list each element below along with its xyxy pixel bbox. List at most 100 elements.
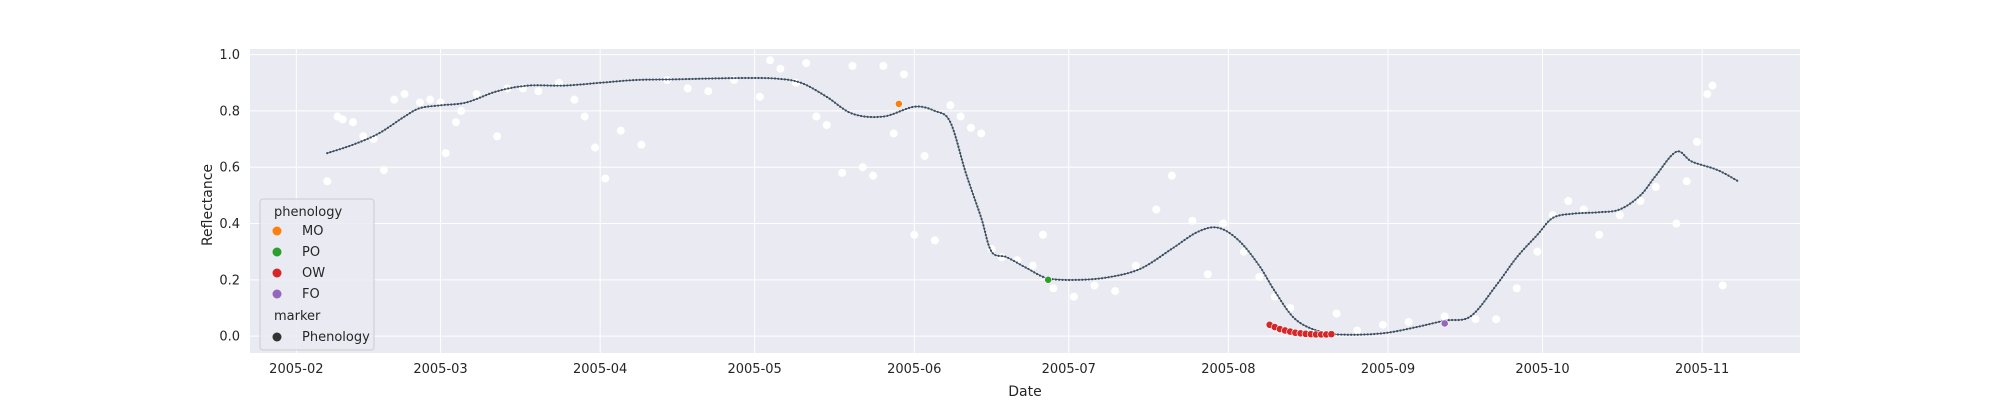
smoothed-sample-point bbox=[1261, 268, 1264, 272]
smoothed-sample-point bbox=[1210, 226, 1213, 229]
smoothed-sample-point bbox=[1024, 266, 1027, 269]
smoothed-sample-point bbox=[469, 100, 472, 103]
smoothed-sample-point bbox=[430, 105, 433, 108]
smoothed-sample-point bbox=[1497, 281, 1500, 284]
smoothed-sample-point bbox=[1629, 202, 1632, 205]
smoothed-sample-point bbox=[814, 88, 817, 92]
smoothed-sample-point bbox=[773, 77, 777, 80]
smoothed-sample-point bbox=[951, 126, 954, 129]
smoothed-sample-point bbox=[1607, 210, 1610, 213]
smoothed-sample-point bbox=[963, 167, 966, 171]
smoothed-sample-point bbox=[674, 78, 678, 81]
x-tick-label: 2005-09 bbox=[1361, 362, 1415, 377]
smoothed-sample-point bbox=[1015, 261, 1019, 264]
smoothed-sample-point bbox=[991, 252, 994, 255]
smoothed-sample-point bbox=[697, 77, 701, 80]
smoothed-sample-point bbox=[1641, 191, 1644, 195]
smoothed-sample-point bbox=[1504, 271, 1507, 274]
smoothed-sample-point bbox=[1228, 231, 1231, 235]
smoothed-sample-point bbox=[799, 81, 803, 84]
smoothed-sample-point bbox=[960, 158, 963, 161]
smoothed-sample-point bbox=[369, 136, 372, 139]
smoothed-sample-point bbox=[701, 77, 704, 80]
smoothed-sample-point bbox=[1197, 230, 1200, 233]
raw-observation-point bbox=[776, 64, 785, 73]
smoothed-sample-point bbox=[983, 227, 986, 230]
smoothed-sample-point bbox=[892, 112, 895, 115]
legend-marker-mo bbox=[272, 226, 282, 236]
smoothed-sample-point bbox=[648, 78, 651, 81]
smoothed-sample-point bbox=[1674, 150, 1677, 154]
smoothed-sample-point bbox=[1542, 225, 1546, 228]
smoothed-sample-point bbox=[1264, 274, 1267, 277]
smoothed-sample-point bbox=[970, 189, 974, 193]
smoothed-sample-point bbox=[985, 237, 988, 240]
smoothed-sample-point bbox=[661, 78, 664, 81]
smoothed-sample-point bbox=[717, 77, 720, 80]
smoothed-sample-point bbox=[1502, 273, 1506, 276]
raw-observation-point bbox=[1203, 270, 1212, 279]
smoothed-sample-point bbox=[1634, 198, 1637, 201]
raw-observation-point bbox=[493, 132, 502, 141]
raw-observation-point bbox=[766, 56, 775, 65]
smoothed-sample-point bbox=[655, 78, 658, 81]
smoothed-sample-point bbox=[1512, 260, 1515, 263]
raw-observation-point bbox=[338, 115, 347, 124]
x-tick-label: 2005-04 bbox=[573, 362, 627, 377]
smoothed-sample-point bbox=[463, 101, 466, 105]
smoothed-sample-point bbox=[335, 149, 338, 152]
y-tick-label: 1.0 bbox=[219, 48, 240, 63]
smoothed-sample-point bbox=[1084, 278, 1087, 281]
smoothed-sample-point bbox=[523, 84, 526, 88]
raw-observation-point bbox=[791, 78, 800, 87]
smoothed-sample-point bbox=[635, 78, 638, 82]
smoothed-sample-point bbox=[529, 84, 533, 87]
smoothed-sample-point bbox=[1597, 211, 1601, 214]
smoothed-sample-point bbox=[658, 78, 661, 81]
smoothed-sample-point bbox=[1120, 273, 1123, 276]
smoothed-sample-point bbox=[1147, 263, 1151, 266]
smoothed-sample-point bbox=[1077, 278, 1081, 281]
smoothed-sample-point bbox=[1081, 278, 1084, 281]
smoothed-sample-point bbox=[927, 107, 930, 110]
smoothed-sample-point bbox=[671, 78, 674, 81]
raw-observation-point bbox=[1595, 230, 1604, 239]
y-tick-label: 0.2 bbox=[219, 273, 240, 288]
raw-observation-point bbox=[390, 95, 399, 104]
smoothed-sample-point bbox=[1659, 168, 1662, 171]
smoothed-sample-point bbox=[341, 147, 345, 150]
smoothed-sample-point bbox=[400, 117, 403, 120]
smoothed-sample-point bbox=[1299, 322, 1302, 325]
raw-observation-point bbox=[1636, 197, 1645, 205]
raw-observation-point bbox=[1028, 261, 1037, 270]
smoothed-sample-point bbox=[780, 77, 783, 81]
raw-observation-point bbox=[812, 112, 821, 121]
smoothed-sample-point bbox=[684, 77, 687, 81]
smoothed-sample-point bbox=[889, 113, 892, 117]
phenology-point-ow bbox=[1327, 330, 1336, 339]
smoothed-sample-point bbox=[1651, 178, 1654, 181]
smoothed-sample-point bbox=[1296, 320, 1299, 323]
smoothed-sample-point bbox=[1153, 259, 1156, 262]
smoothed-sample-point bbox=[1231, 233, 1234, 237]
smoothed-sample-point bbox=[1308, 326, 1311, 329]
smoothed-sample-point bbox=[1110, 275, 1113, 278]
smoothed-sample-point bbox=[744, 76, 747, 80]
smoothed-sample-point bbox=[1142, 266, 1145, 269]
smoothed-sample-point bbox=[817, 90, 820, 93]
smoothed-sample-point bbox=[1418, 325, 1421, 328]
smoothed-sample-point bbox=[1156, 257, 1159, 260]
raw-observation-point bbox=[426, 95, 435, 104]
smoothed-sample-point bbox=[1366, 333, 1369, 336]
smoothed-sample-point bbox=[1180, 240, 1183, 243]
smoothed-sample-point bbox=[1018, 263, 1021, 266]
smoothed-sample-point bbox=[836, 103, 839, 106]
smoothed-sample-point bbox=[805, 84, 809, 87]
smoothed-sample-point bbox=[1538, 230, 1541, 233]
smoothed-sample-point bbox=[1724, 172, 1727, 176]
smoothed-sample-point bbox=[1547, 220, 1550, 223]
smoothed-sample-point bbox=[1139, 267, 1142, 270]
smoothed-sample-point bbox=[1386, 331, 1389, 334]
smoothed-sample-point bbox=[1396, 330, 1399, 333]
smoothed-sample-point bbox=[615, 80, 618, 83]
